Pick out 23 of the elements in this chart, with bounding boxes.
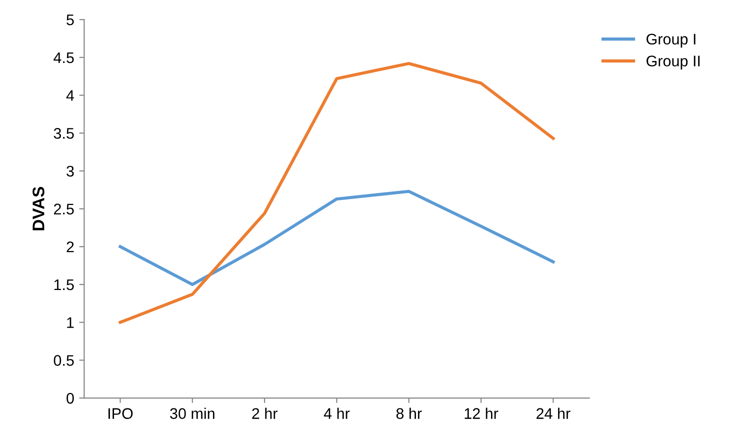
x-tick-label: 4 hr (324, 408, 350, 419)
y-tick-label: 2 (66, 242, 74, 252)
y-tick-label: 1.5 (54, 280, 74, 290)
x-tick-label: 2 hr (252, 408, 278, 419)
y-tick-label: 1 (67, 317, 74, 328)
line-series (118, 62, 555, 324)
y-tick-label: 4 (66, 90, 74, 101)
y-tick-label: 0 (66, 392, 74, 404)
y-tick-label: 0.5 (54, 355, 74, 366)
y-tick-label: 2.5 (54, 204, 74, 214)
line-series (118, 190, 555, 286)
y-tick-label: 5 (66, 14, 74, 26)
x-tick-label: 24 hr (536, 408, 570, 419)
y-tick-label: 3 (66, 166, 74, 177)
x-tick-label: IPO (108, 408, 133, 419)
legend-label: Group II (646, 56, 700, 70)
y-axis-title: DVAS (32, 186, 44, 230)
legend-label: Group I (646, 34, 696, 48)
y-tick-label: 3.5 (54, 128, 74, 139)
x-tick-label: 30 min (170, 408, 214, 419)
x-tick-label: 12 hr (464, 408, 498, 419)
y-tick-label: 4.5 (54, 52, 74, 64)
x-tick-label: 8 hr (396, 408, 422, 419)
